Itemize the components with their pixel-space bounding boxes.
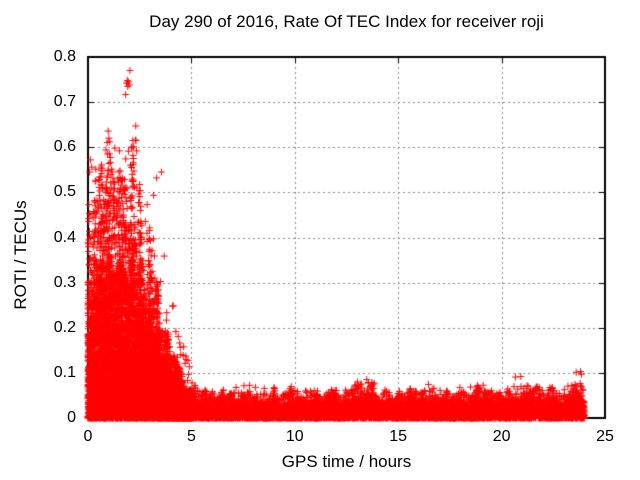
x-tick-label: 20	[492, 428, 511, 445]
x-tick-label: 5	[186, 428, 196, 445]
x-tick-label: 15	[389, 428, 408, 445]
x-axis-label: GPS time / hours	[281, 452, 412, 471]
y-tick-label: 0.7	[53, 93, 76, 111]
y-tick-label: 0.5	[53, 183, 76, 201]
chart-title: Day 290 of 2016, Rate Of TEC Index for r…	[149, 12, 544, 31]
y-tick-label: 0.4	[53, 228, 76, 246]
x-tick-label: 25	[596, 428, 614, 445]
y-tick-label: 0.8	[53, 48, 76, 65]
x-tick-label: 0	[83, 428, 93, 445]
y-tick-label: 0	[67, 409, 76, 426]
y-tick-label: 0.6	[53, 138, 76, 156]
x-tick-label: 10	[285, 428, 304, 445]
y-tick-label: 0.3	[53, 273, 76, 291]
y-tick-label: 0.1	[53, 363, 76, 381]
y-tick-label: 0.2	[53, 318, 76, 336]
